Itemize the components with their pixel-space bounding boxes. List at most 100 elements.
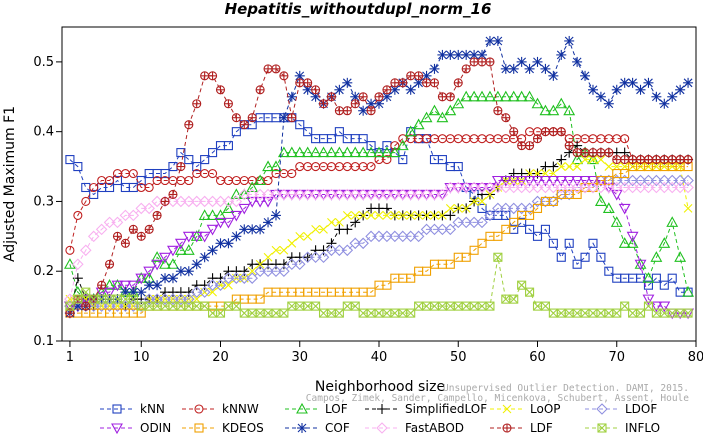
data-point [120, 238, 130, 248]
data-point [350, 217, 361, 228]
data-point [604, 266, 614, 276]
data-point [492, 35, 503, 46]
data-point [319, 224, 328, 234]
data-point [278, 265, 290, 278]
data-point [311, 224, 320, 234]
data-point [190, 231, 203, 243]
data-point [334, 127, 344, 137]
data-point [97, 280, 107, 290]
data-point [222, 195, 235, 208]
legend-item-lof: LOF [285, 402, 348, 416]
data-point [572, 189, 582, 200]
data-point [618, 203, 631, 215]
data-point [208, 71, 218, 81]
data-point [587, 153, 599, 165]
data-point [263, 175, 273, 186]
data-point [382, 211, 392, 220]
data-point [517, 280, 527, 290]
data-point [246, 196, 259, 208]
data-point [643, 155, 654, 165]
chart-title: Hepatitis_withoutdupl_norm_16 [225, 0, 492, 18]
data-point [571, 153, 584, 165]
data-point [437, 155, 447, 165]
data-point [532, 56, 543, 67]
data-point [239, 308, 249, 318]
data-point [231, 231, 242, 242]
data-point [183, 293, 195, 305]
legend-item-ldof: LDOF [585, 402, 657, 416]
data-point [303, 78, 313, 88]
data-point [183, 195, 195, 208]
legend-item-kdeos: KDEOS [182, 421, 264, 434]
data-point [230, 272, 243, 284]
data-point [428, 104, 441, 116]
data-point [136, 287, 147, 298]
data-point [620, 155, 630, 165]
data-point [127, 209, 140, 222]
data-point [563, 188, 575, 201]
data-point [366, 106, 376, 116]
data-point [238, 188, 251, 201]
legend-label: kNN [140, 402, 165, 416]
data-point [357, 146, 370, 158]
data-point [627, 77, 638, 88]
data-point [452, 216, 465, 229]
data-point [247, 113, 257, 123]
data-point [515, 90, 528, 102]
data-point [128, 168, 138, 179]
data-point [659, 280, 669, 290]
data-point [105, 259, 115, 269]
data-point [215, 308, 226, 318]
data-point [596, 252, 606, 262]
data-point [587, 84, 598, 95]
data-point [279, 308, 289, 318]
data-point [436, 188, 449, 201]
data-point [523, 181, 536, 194]
data-point [563, 104, 576, 116]
data-point [262, 160, 274, 172]
data-point [238, 203, 251, 215]
data-point [334, 84, 345, 95]
data-point [642, 272, 655, 283]
data-point [381, 188, 393, 201]
data-point [493, 231, 503, 241]
legend-swatch-marker [296, 402, 308, 414]
legend: kNN kNNW LOF SimplifiedLOF LoOP LDOF ODIN KDEOS… [100, 402, 660, 434]
data-point [610, 216, 623, 227]
data-point [127, 300, 140, 312]
data-point [501, 224, 511, 234]
data-point [230, 188, 243, 200]
data-point [517, 141, 527, 151]
data-point [396, 230, 409, 243]
data-point [65, 301, 75, 311]
data-point [223, 141, 233, 151]
data-point [507, 90, 520, 102]
data-point [184, 155, 194, 165]
y-tick-label: 0.3 [33, 194, 54, 209]
data-point [428, 223, 441, 236]
data-point [301, 251, 314, 264]
data-point [484, 181, 496, 194]
data-point [421, 266, 432, 276]
data-point [200, 301, 210, 311]
data-point [444, 182, 457, 194]
data-point [499, 175, 512, 187]
series-line-simplifiedlof [69, 144, 689, 314]
data-point [381, 203, 392, 214]
data-point [176, 162, 186, 172]
data-point [674, 174, 686, 187]
data-point [334, 217, 344, 227]
data-point [381, 230, 393, 243]
data-point [105, 182, 115, 193]
series-line-lof [69, 96, 689, 300]
data-point [580, 155, 590, 164]
data-point [563, 181, 575, 194]
data-point [548, 196, 558, 206]
data-point [555, 188, 568, 201]
data-point [287, 113, 297, 123]
data-point [143, 202, 155, 215]
data-point [176, 148, 186, 158]
data-point [620, 134, 630, 144]
data-point [295, 120, 305, 130]
data-point [79, 294, 92, 306]
